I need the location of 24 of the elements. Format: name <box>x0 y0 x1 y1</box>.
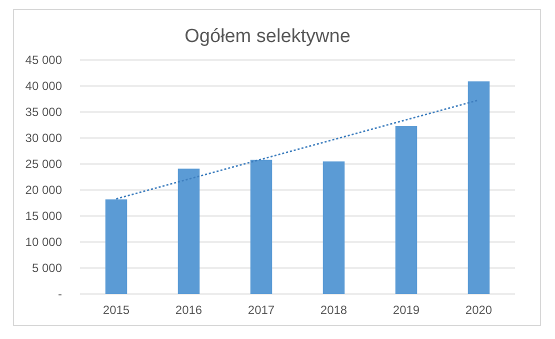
x-tick-label: 2017 <box>248 303 275 317</box>
y-tick-label: 40 000 <box>25 79 62 94</box>
bar <box>178 168 200 294</box>
y-tick-label: 5 000 <box>32 261 62 276</box>
x-tick-label: 2016 <box>175 303 202 317</box>
bar <box>322 161 345 294</box>
y-tick-label: 45 000 <box>25 53 62 68</box>
x-tick-label: 2020 <box>465 303 492 317</box>
y-tick-label: 25 000 <box>25 157 62 172</box>
bar <box>395 126 418 294</box>
x-tick-label: 2015 <box>102 303 130 317</box>
y-tick-label: 30 000 <box>25 131 62 146</box>
y-tick-label: 35 000 <box>25 105 62 120</box>
y-tick-label: - <box>58 287 62 302</box>
bar <box>250 160 272 294</box>
y-tick-label: 15 000 <box>25 209 62 224</box>
bar <box>468 81 490 294</box>
x-tick-label: 2019 <box>392 303 420 317</box>
line-series <box>116 99 480 200</box>
y-tick-label: 10 000 <box>25 235 62 250</box>
chart-title: Ogółem selektywne <box>184 26 350 47</box>
x-tick-label: 2018 <box>320 303 348 317</box>
y-tick-label: 20 000 <box>25 183 62 198</box>
bar <box>105 199 128 294</box>
